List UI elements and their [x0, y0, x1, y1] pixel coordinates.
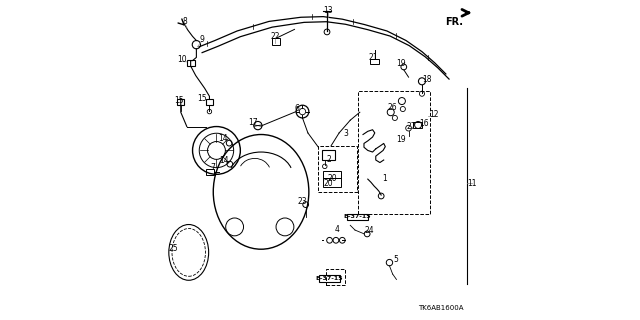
- Text: TK6AB1600A: TK6AB1600A: [419, 305, 464, 311]
- Bar: [321, 150, 335, 160]
- Bar: [326, 269, 345, 284]
- Text: 14: 14: [219, 156, 228, 165]
- Text: 19: 19: [396, 59, 406, 68]
- Text: 23: 23: [297, 197, 307, 206]
- Text: B-37-15: B-37-15: [316, 276, 344, 281]
- Text: 20: 20: [323, 179, 333, 188]
- Bar: [319, 146, 356, 192]
- Text: 19: 19: [396, 135, 405, 144]
- Bar: [206, 99, 213, 105]
- Bar: [206, 169, 214, 175]
- Text: 14: 14: [218, 134, 228, 143]
- Text: 7: 7: [210, 163, 215, 172]
- Bar: [413, 123, 422, 127]
- Text: 8: 8: [182, 17, 188, 26]
- Text: 13: 13: [323, 6, 333, 15]
- Bar: [323, 179, 340, 188]
- Text: B-37-15: B-37-15: [344, 214, 371, 219]
- Text: 4: 4: [335, 225, 340, 234]
- Text: 10: 10: [177, 55, 186, 64]
- Text: 1: 1: [382, 174, 387, 183]
- Text: 15: 15: [197, 94, 207, 103]
- Text: 22: 22: [270, 32, 280, 41]
- Bar: [358, 92, 430, 214]
- Text: 27: 27: [407, 122, 417, 132]
- Text: 9: 9: [199, 36, 204, 44]
- Text: 24: 24: [365, 226, 374, 235]
- Text: 25: 25: [168, 244, 179, 253]
- Text: 2: 2: [326, 155, 331, 164]
- Text: 3: 3: [344, 129, 349, 138]
- Text: 6: 6: [294, 104, 300, 113]
- Text: 17: 17: [248, 118, 258, 127]
- Text: 16: 16: [420, 119, 429, 128]
- Text: 15: 15: [174, 96, 184, 105]
- Text: 21: 21: [368, 53, 378, 62]
- Bar: [177, 99, 184, 105]
- Text: 18: 18: [422, 75, 432, 84]
- Bar: [347, 213, 368, 220]
- Bar: [187, 60, 195, 66]
- Text: 11: 11: [467, 179, 477, 188]
- Text: 5: 5: [393, 255, 398, 264]
- Bar: [323, 171, 340, 178]
- Bar: [271, 38, 280, 45]
- Text: 12: 12: [429, 110, 438, 119]
- Text: 26: 26: [387, 103, 397, 112]
- Bar: [319, 275, 340, 282]
- Bar: [371, 59, 380, 64]
- Text: FR.: FR.: [445, 17, 463, 27]
- Text: 20: 20: [328, 174, 337, 183]
